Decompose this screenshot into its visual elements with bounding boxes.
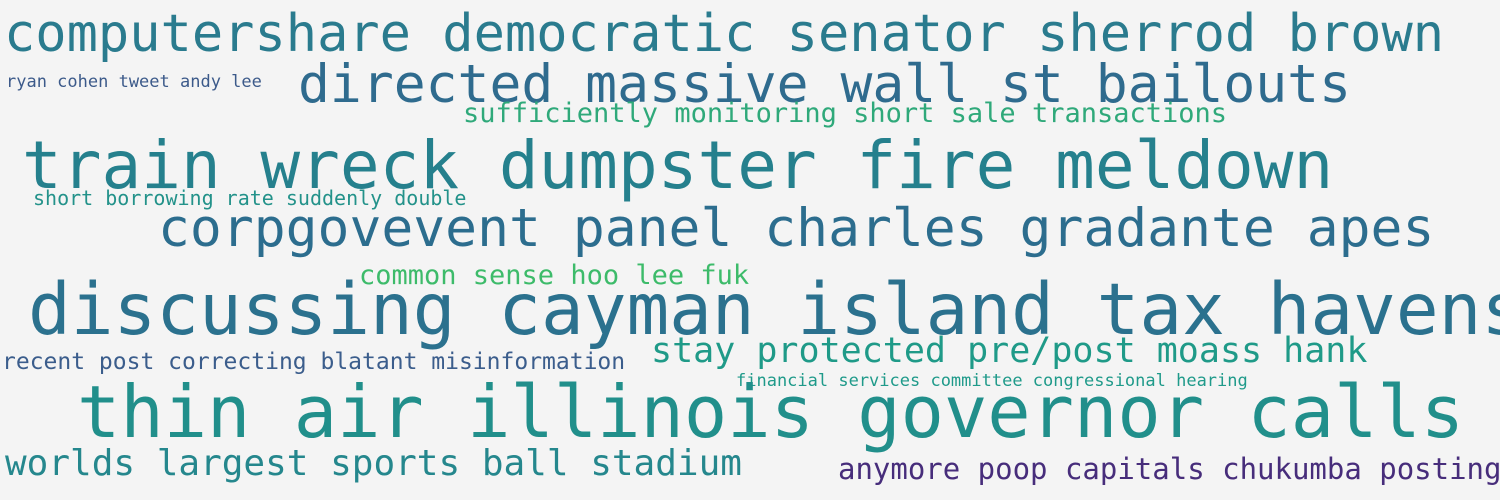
word-cloud-phrase: computershare democratic senator sherrod… [4,4,1445,64]
word-cloud-phrase: short borrowing rate suddenly double [33,186,467,210]
word-cloud-phrase: stay protected pre/post moass hank [651,331,1368,371]
word-cloud-phrase: financial services committee congression… [736,371,1248,391]
word-cloud-phrase: directed massive wall st bailouts [298,54,1351,115]
word-cloud-phrase: sufficiently monitoring short sale trans… [463,98,1228,129]
word-cloud-phrase: corpgovevent panel charles gradante apes [158,198,1435,259]
word-cloud-phrase: worlds largest sports ball stadium [5,443,742,484]
word-cloud-phrase: thin air illinois governor calls [77,370,1465,454]
word-cloud-phrase: ryan cohen tweet andy lee [6,72,262,92]
word-cloud-phrase: anymore poop capitals chukumba posting [838,452,1500,486]
word-cloud-phrase: recent post correcting blatant misinform… [2,349,626,375]
word-cloud-phrase: discussing cayman island tax havens [28,268,1500,351]
word-cloud-phrase: common sense hoo lee fuk [359,260,750,291]
word-cloud-phrase: train wreck dumpster fire meldown [22,127,1334,204]
